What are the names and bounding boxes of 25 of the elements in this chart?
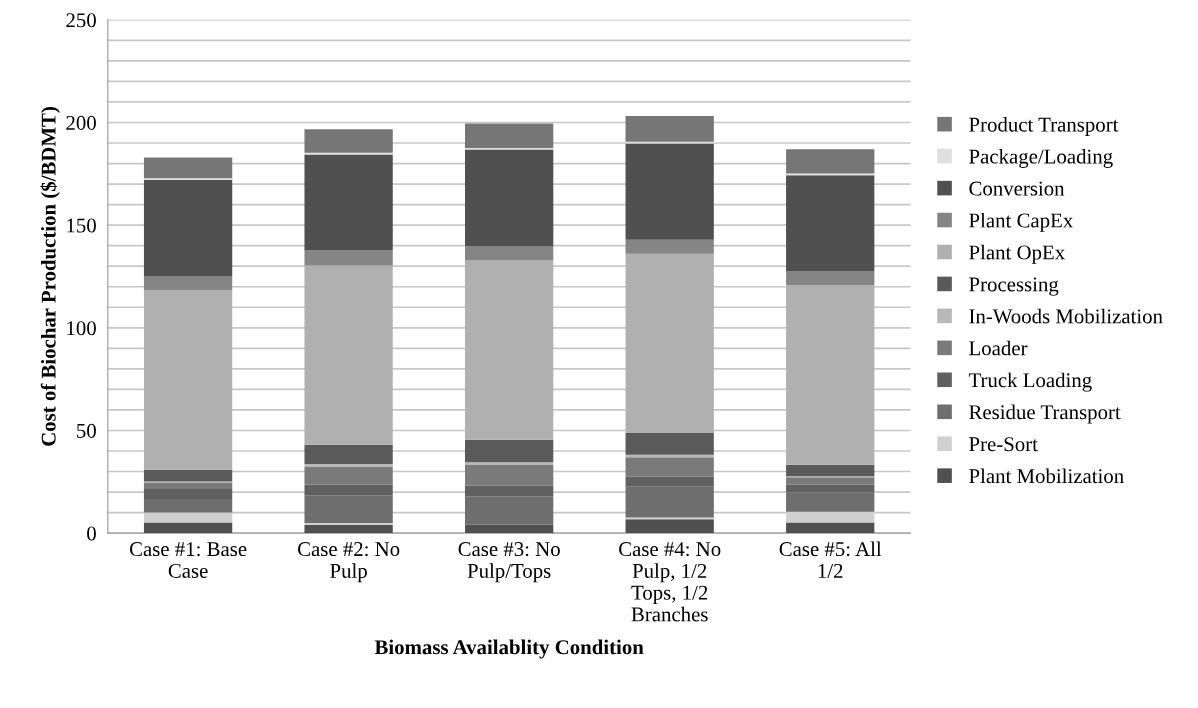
legend-label: Pre-Sort (969, 437, 1038, 452)
x-tick-label: Case #5: All 1/2 (779, 541, 882, 578)
y-tick-label: 200 (66, 115, 96, 130)
legend-label: Conversion (969, 181, 1065, 196)
legend-label: Plant OpEx (969, 244, 1065, 264)
y-tick-label: 0 (87, 526, 96, 541)
legend-label: Truck Loading (968, 372, 1092, 392)
y-tick-label: 50 (77, 423, 96, 438)
legend-label: Residue Transport (969, 404, 1121, 424)
y-axis-title: Cost of Biochar Production ($/BDMT) (40, 107, 60, 446)
legend-label: Package/Loading (969, 148, 1113, 168)
x-tick-label: Case #4: No Pulp, 1/2 Tops, 1/2 Branches (619, 542, 721, 622)
x-tick-label: Case #2: No Pulp (297, 542, 400, 583)
x-axis-title: Biomass Availablity Condition (374, 639, 644, 659)
x-tick-label: Case #1: Base Case (129, 542, 247, 578)
legend-label: Loader (969, 340, 1028, 356)
x-tick-label: Case #3: No Pulp/Tops (458, 542, 560, 583)
y-tick-label: 150 (67, 218, 96, 233)
legend-label: Plant Mobilization (969, 468, 1124, 484)
y-tick-label: 250 (66, 13, 96, 28)
legend-label: In-Woods Mobilization (969, 308, 1163, 324)
legend-label: Plant CapEx (969, 212, 1073, 232)
legend-label: Product Transport (969, 117, 1119, 136)
y-tick-label: 100 (67, 321, 96, 336)
legend-label: Processing (969, 277, 1059, 296)
